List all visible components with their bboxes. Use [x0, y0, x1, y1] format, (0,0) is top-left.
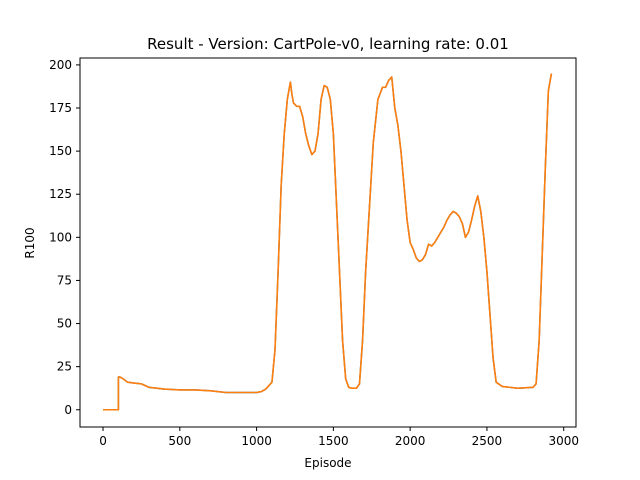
x-tick-label: 1500	[318, 434, 349, 448]
x-tick-label: 0	[99, 434, 107, 448]
y-tick-label: 200	[49, 58, 72, 72]
series-line	[103, 73, 553, 411]
y-tick-label: 75	[57, 273, 72, 287]
chart-title: Result - Version: CartPole-v0, learning …	[147, 35, 509, 53]
x-axis: 0 500 1000 1500 2000 2500 3000	[99, 427, 579, 448]
y-tick-label: 100	[49, 230, 72, 244]
x-axis-label: Episode	[304, 456, 351, 470]
y-tick-label: 125	[49, 187, 72, 201]
y-tick-label: 50	[57, 317, 72, 331]
x-tick-label: 2500	[472, 434, 503, 448]
x-tick-label: 1000	[241, 434, 272, 448]
plot-area	[79, 57, 577, 428]
y-tick-label: 25	[57, 360, 72, 374]
x-tick-label: 500	[168, 434, 191, 448]
y-tick-label: 0	[64, 403, 72, 417]
series-layer	[103, 73, 553, 411]
y-tick-label: 150	[49, 144, 72, 158]
y-tick-label: 175	[49, 101, 72, 115]
y-axis-label: R100	[23, 227, 37, 258]
x-tick-label: 2000	[395, 434, 426, 448]
y-axis: 0 25 50 75 100 125 150 175 200	[49, 58, 80, 417]
x-tick-label: 3000	[548, 434, 579, 448]
